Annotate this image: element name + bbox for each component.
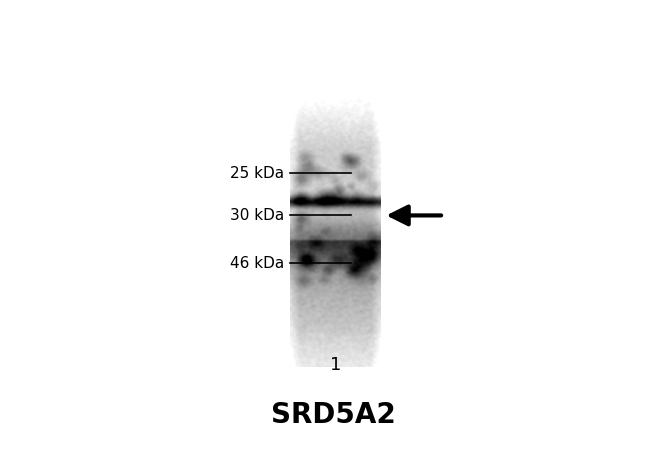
Text: 25 kDa: 25 kDa (230, 166, 284, 180)
Text: SRD5A2: SRD5A2 (271, 401, 395, 429)
Text: 46 kDa: 46 kDa (230, 256, 284, 271)
Text: 1: 1 (330, 356, 341, 374)
Text: 30 kDa: 30 kDa (230, 208, 284, 223)
